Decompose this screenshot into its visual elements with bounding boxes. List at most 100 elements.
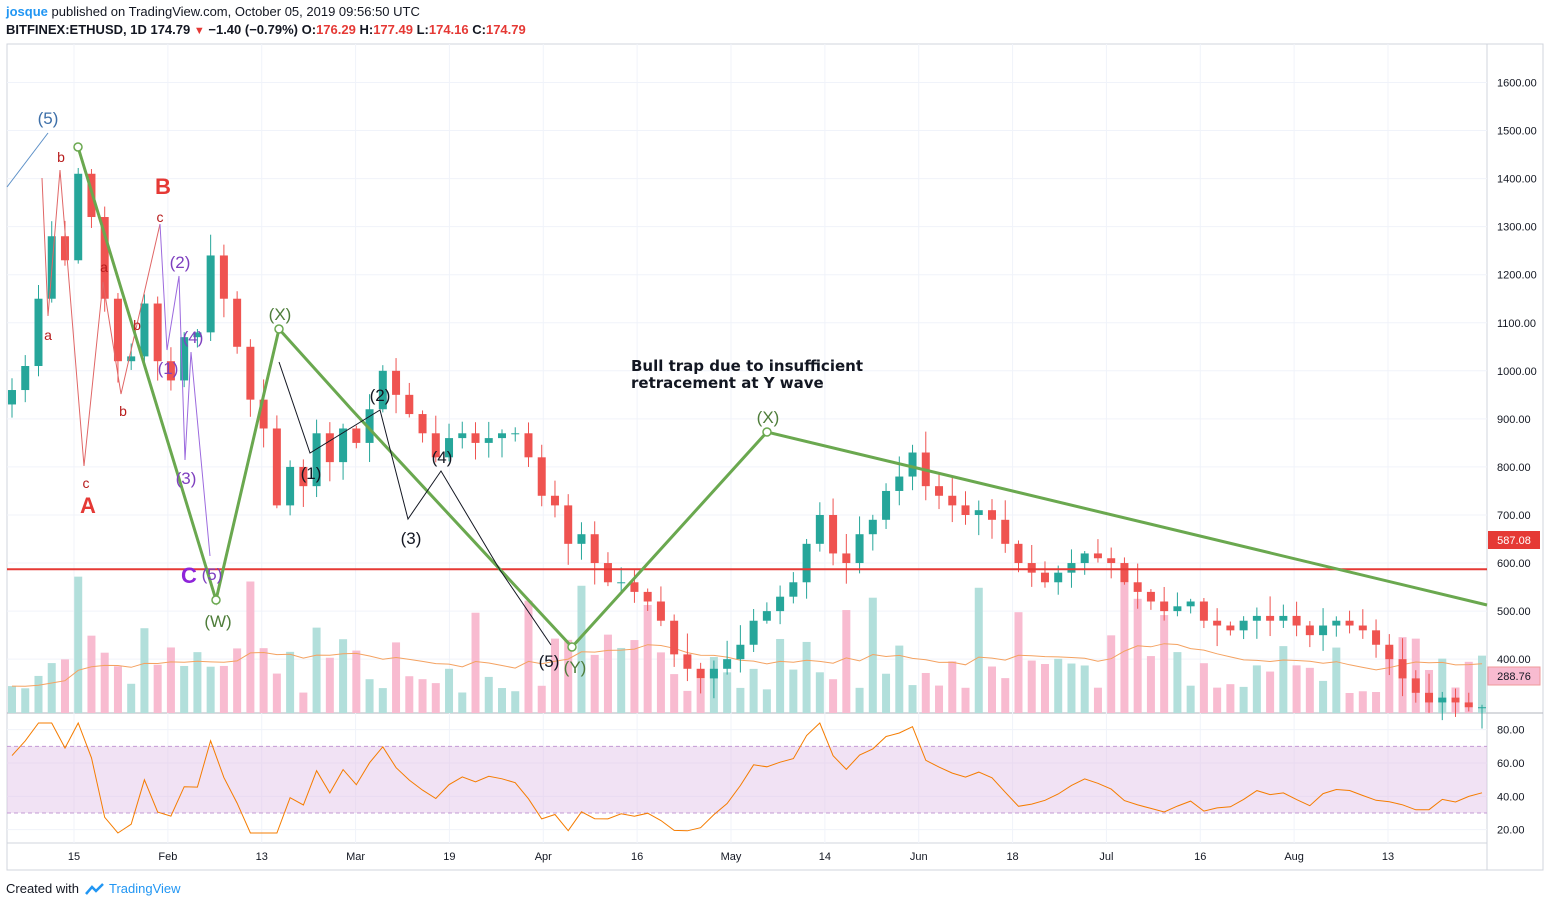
volume-bar xyxy=(1279,646,1288,713)
time-tick-label: 19 xyxy=(443,851,455,863)
candle-body xyxy=(749,620,758,645)
author-link[interactable]: josque xyxy=(6,4,48,19)
rsi-tick-label: 20.00 xyxy=(1497,825,1525,837)
price-tick-label: 1100.00 xyxy=(1497,318,1536,330)
candle-body xyxy=(1451,697,1460,703)
volume-bar xyxy=(431,683,440,713)
candle-body xyxy=(431,433,440,458)
volume-bar xyxy=(193,652,202,713)
symbol-legend: BITFINEX:ETHUSD, 1D 174.79 ▼ −1.40 (−0.7… xyxy=(6,22,526,37)
volume-bar xyxy=(113,666,122,713)
time-tick-label: Aug xyxy=(1284,851,1304,863)
volume-bar xyxy=(87,635,96,713)
candle-body xyxy=(1067,563,1076,573)
candle-body xyxy=(21,366,30,391)
wave-handle[interactable] xyxy=(211,595,221,605)
rsi-axis[interactable]: 20.00 40.00 60.00 80.00 xyxy=(1497,725,1525,837)
time-tick-label: Jun xyxy=(910,851,928,863)
price-tick-label: 1300.00 xyxy=(1497,222,1537,234)
volume-bar xyxy=(100,652,109,713)
volume-bar xyxy=(1213,687,1222,713)
candle-body xyxy=(974,510,983,515)
volume-bar xyxy=(233,648,242,713)
volume-bar xyxy=(21,688,30,713)
price-tick-label: 700.00 xyxy=(1497,510,1531,522)
time-tick-label: 15 xyxy=(68,851,80,863)
volume-bar xyxy=(140,628,149,713)
candle-body xyxy=(325,433,334,463)
last-price: 174.79 xyxy=(150,22,191,37)
volume-bar xyxy=(617,647,626,713)
volume-bar xyxy=(1040,664,1049,713)
candle-body xyxy=(564,505,573,544)
volume-bar xyxy=(1199,663,1208,713)
candle-body xyxy=(643,591,652,602)
current-price-tag: 288.76 xyxy=(1487,666,1541,686)
wave-label: b xyxy=(57,149,65,165)
volume-bar xyxy=(948,661,957,713)
wxy-wave-line[interactable] xyxy=(76,146,1488,650)
c-impulse-line[interactable] xyxy=(159,223,211,557)
volume-bar xyxy=(1186,685,1195,713)
candle-body xyxy=(418,414,427,434)
candle-body xyxy=(1252,615,1261,621)
volume-bar xyxy=(392,642,401,713)
volume-bar xyxy=(1252,665,1261,713)
volume-bar xyxy=(1345,692,1354,713)
candle-body xyxy=(180,337,189,381)
volume-bar xyxy=(670,674,679,713)
candle-body xyxy=(1345,620,1354,626)
wave-label: (4) xyxy=(432,448,453,467)
wave-handle[interactable] xyxy=(73,142,83,152)
candle-body xyxy=(1107,558,1116,564)
volume-bar xyxy=(1478,655,1486,713)
wave-handle[interactable] xyxy=(274,324,284,334)
candle-body xyxy=(140,303,149,357)
volume-bar xyxy=(1133,598,1142,713)
symbol-name[interactable]: BITFINEX:ETHUSD, 1D xyxy=(6,22,147,37)
volume-bar xyxy=(1120,582,1129,713)
candle-body xyxy=(670,620,679,655)
candle-body xyxy=(233,298,242,347)
abc-wave-line[interactable] xyxy=(41,169,161,467)
price-axis[interactable]: 400.00 500.00 600.00 700.00 800.00 900.00 1000… xyxy=(1497,77,1537,666)
time-tick-label: 13 xyxy=(256,851,268,863)
tradingview-link[interactable]: TradingView xyxy=(108,881,181,896)
y-impulse-line[interactable] xyxy=(278,361,552,646)
candle-body xyxy=(1186,601,1195,607)
time-tick-label: 18 xyxy=(1006,851,1018,863)
wave-handle[interactable] xyxy=(567,642,577,652)
volume-bar xyxy=(206,666,215,713)
wave-label-C: C xyxy=(181,563,197,588)
resistance-price-tag: 587.08 xyxy=(1488,531,1540,549)
volume-bar xyxy=(259,648,268,713)
open-value: 176.29 xyxy=(316,22,356,37)
volume-bar xyxy=(405,676,414,713)
volume-bar xyxy=(776,638,785,713)
time-axis[interactable]: 15 Feb 13 Mar 19 Apr 16 May 14 Jun 18 Jul 16 Aug 13 xyxy=(68,851,1394,863)
wave-drawings[interactable] xyxy=(6,132,1488,652)
candle-body xyxy=(1438,697,1447,703)
volume-bar xyxy=(1067,663,1076,713)
volume-bar xyxy=(1292,665,1301,713)
prior-wave-line[interactable] xyxy=(6,132,49,188)
bull-trap-annotation[interactable]: Bull trap due to insufficient retracemen… xyxy=(631,357,868,392)
candle-body xyxy=(484,438,493,443)
candle-body xyxy=(723,659,732,669)
rsi-line[interactable] xyxy=(11,721,1483,834)
candle-body xyxy=(1133,582,1142,592)
volume-bar xyxy=(445,668,454,713)
volume-bar xyxy=(829,679,838,713)
wave-handle[interactable] xyxy=(762,427,772,437)
wave-label-Y: (Y) xyxy=(564,658,587,677)
wave-label: (1) xyxy=(301,464,322,483)
volume-bar xyxy=(458,692,467,713)
volume-bar xyxy=(564,639,573,713)
candle-body xyxy=(272,428,281,506)
candle-body xyxy=(683,654,692,669)
publish-text: published on TradingView.com, October 05… xyxy=(51,4,420,19)
wave-label: c xyxy=(83,475,90,491)
svg-text:288.76: 288.76 xyxy=(1497,671,1531,683)
volume-bar xyxy=(8,686,16,713)
